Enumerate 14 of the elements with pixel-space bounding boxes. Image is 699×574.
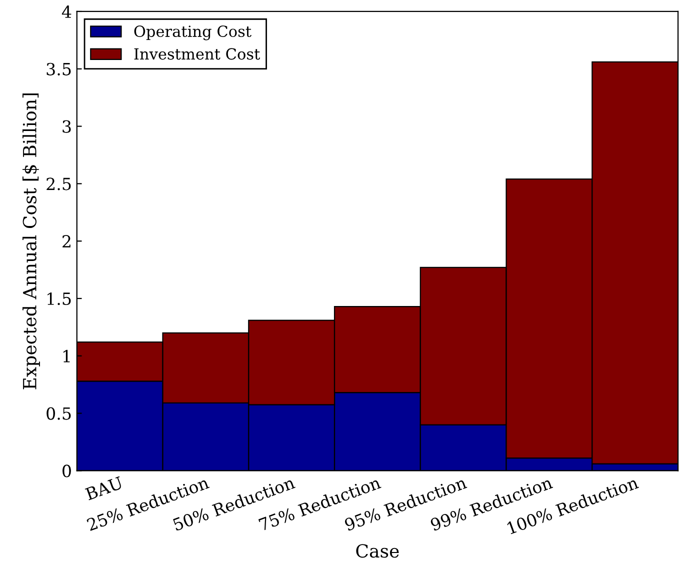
y-axis-title: Expected Annual Cost [$ Billion] (22, 93, 40, 390)
legend-label: Operating Cost (134, 26, 252, 40)
x-axis-title: Case (356, 544, 399, 558)
y-tick-label: 2.5 (46, 178, 71, 190)
y-tick-label: 0 (62, 464, 71, 478)
x-tick-label: BAU (84, 476, 124, 500)
y-tick-label: 4 (62, 5, 72, 18)
y-tick-label: 2 (62, 235, 70, 248)
y-tick-label: 1.5 (48, 292, 71, 306)
legend-label: Investment Cost (134, 48, 260, 60)
y-tick-label: 3 (62, 120, 71, 133)
y-tick-label: 0.5 (46, 407, 71, 420)
y-tick-label: 1 (63, 350, 70, 362)
y-tick-label: 3.5 (46, 62, 71, 76)
